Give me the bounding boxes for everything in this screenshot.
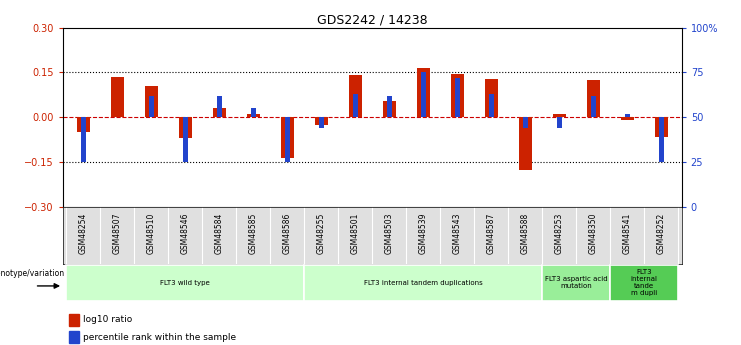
- Text: GSM48501: GSM48501: [350, 213, 360, 254]
- Text: GSM48586: GSM48586: [283, 213, 292, 254]
- Bar: [69, 331, 79, 343]
- Bar: [179, 117, 192, 138]
- Bar: [382, 101, 396, 117]
- Text: GSM48584: GSM48584: [215, 213, 224, 254]
- Bar: [625, 114, 630, 117]
- Text: percentile rank within the sample: percentile rank within the sample: [84, 333, 236, 342]
- Bar: [654, 117, 668, 137]
- Bar: [553, 114, 566, 117]
- Bar: [451, 74, 464, 117]
- Text: GSM48252: GSM48252: [657, 213, 666, 254]
- Text: GSM48546: GSM48546: [181, 213, 190, 254]
- Bar: [183, 117, 187, 162]
- Bar: [557, 117, 562, 128]
- Bar: [305, 265, 542, 301]
- Text: GSM48588: GSM48588: [521, 213, 530, 254]
- Bar: [659, 117, 663, 162]
- Bar: [523, 117, 528, 128]
- Bar: [319, 117, 324, 128]
- Bar: [213, 108, 226, 117]
- Bar: [149, 96, 153, 117]
- Bar: [421, 72, 425, 117]
- Text: GSM48507: GSM48507: [113, 213, 122, 254]
- Text: GSM48350: GSM48350: [589, 213, 598, 254]
- Bar: [587, 80, 600, 117]
- Text: genotype/variation: genotype/variation: [0, 269, 65, 278]
- Text: GSM48510: GSM48510: [147, 213, 156, 254]
- Text: FLT3 wild type: FLT3 wild type: [161, 280, 210, 286]
- Bar: [387, 96, 391, 117]
- Text: GSM48587: GSM48587: [487, 213, 496, 254]
- Bar: [285, 117, 290, 162]
- Text: GSM48541: GSM48541: [623, 213, 632, 254]
- Bar: [611, 265, 678, 301]
- Bar: [281, 117, 294, 158]
- Bar: [247, 114, 260, 117]
- Text: log10 ratio: log10 ratio: [84, 315, 133, 324]
- Bar: [485, 79, 498, 117]
- Text: GSM48503: GSM48503: [385, 213, 394, 254]
- Bar: [76, 117, 90, 132]
- Bar: [315, 117, 328, 125]
- Text: GSM48585: GSM48585: [249, 213, 258, 254]
- Text: FLT3
internal
tande
m dupli: FLT3 internal tande m dupli: [631, 269, 658, 296]
- Bar: [489, 94, 494, 117]
- Bar: [69, 314, 79, 326]
- Bar: [519, 117, 532, 170]
- Bar: [82, 117, 86, 162]
- Bar: [251, 108, 256, 117]
- Bar: [217, 96, 222, 117]
- Bar: [620, 117, 634, 120]
- Bar: [455, 78, 459, 117]
- Bar: [67, 265, 305, 301]
- Text: FLT3 aspartic acid
mutation: FLT3 aspartic acid mutation: [545, 276, 608, 289]
- Text: GSM48543: GSM48543: [453, 213, 462, 254]
- Text: GSM48539: GSM48539: [419, 213, 428, 254]
- Bar: [144, 86, 158, 117]
- Text: FLT3 internal tandem duplications: FLT3 internal tandem duplications: [364, 280, 482, 286]
- Bar: [416, 68, 430, 117]
- Bar: [348, 76, 362, 117]
- Bar: [591, 96, 596, 117]
- Bar: [353, 94, 358, 117]
- Text: GSM48254: GSM48254: [79, 213, 88, 254]
- Bar: [110, 77, 124, 117]
- Text: GSM48253: GSM48253: [555, 213, 564, 254]
- Bar: [542, 265, 611, 301]
- Title: GDS2242 / 14238: GDS2242 / 14238: [317, 13, 428, 27]
- Text: GSM48255: GSM48255: [317, 213, 326, 254]
